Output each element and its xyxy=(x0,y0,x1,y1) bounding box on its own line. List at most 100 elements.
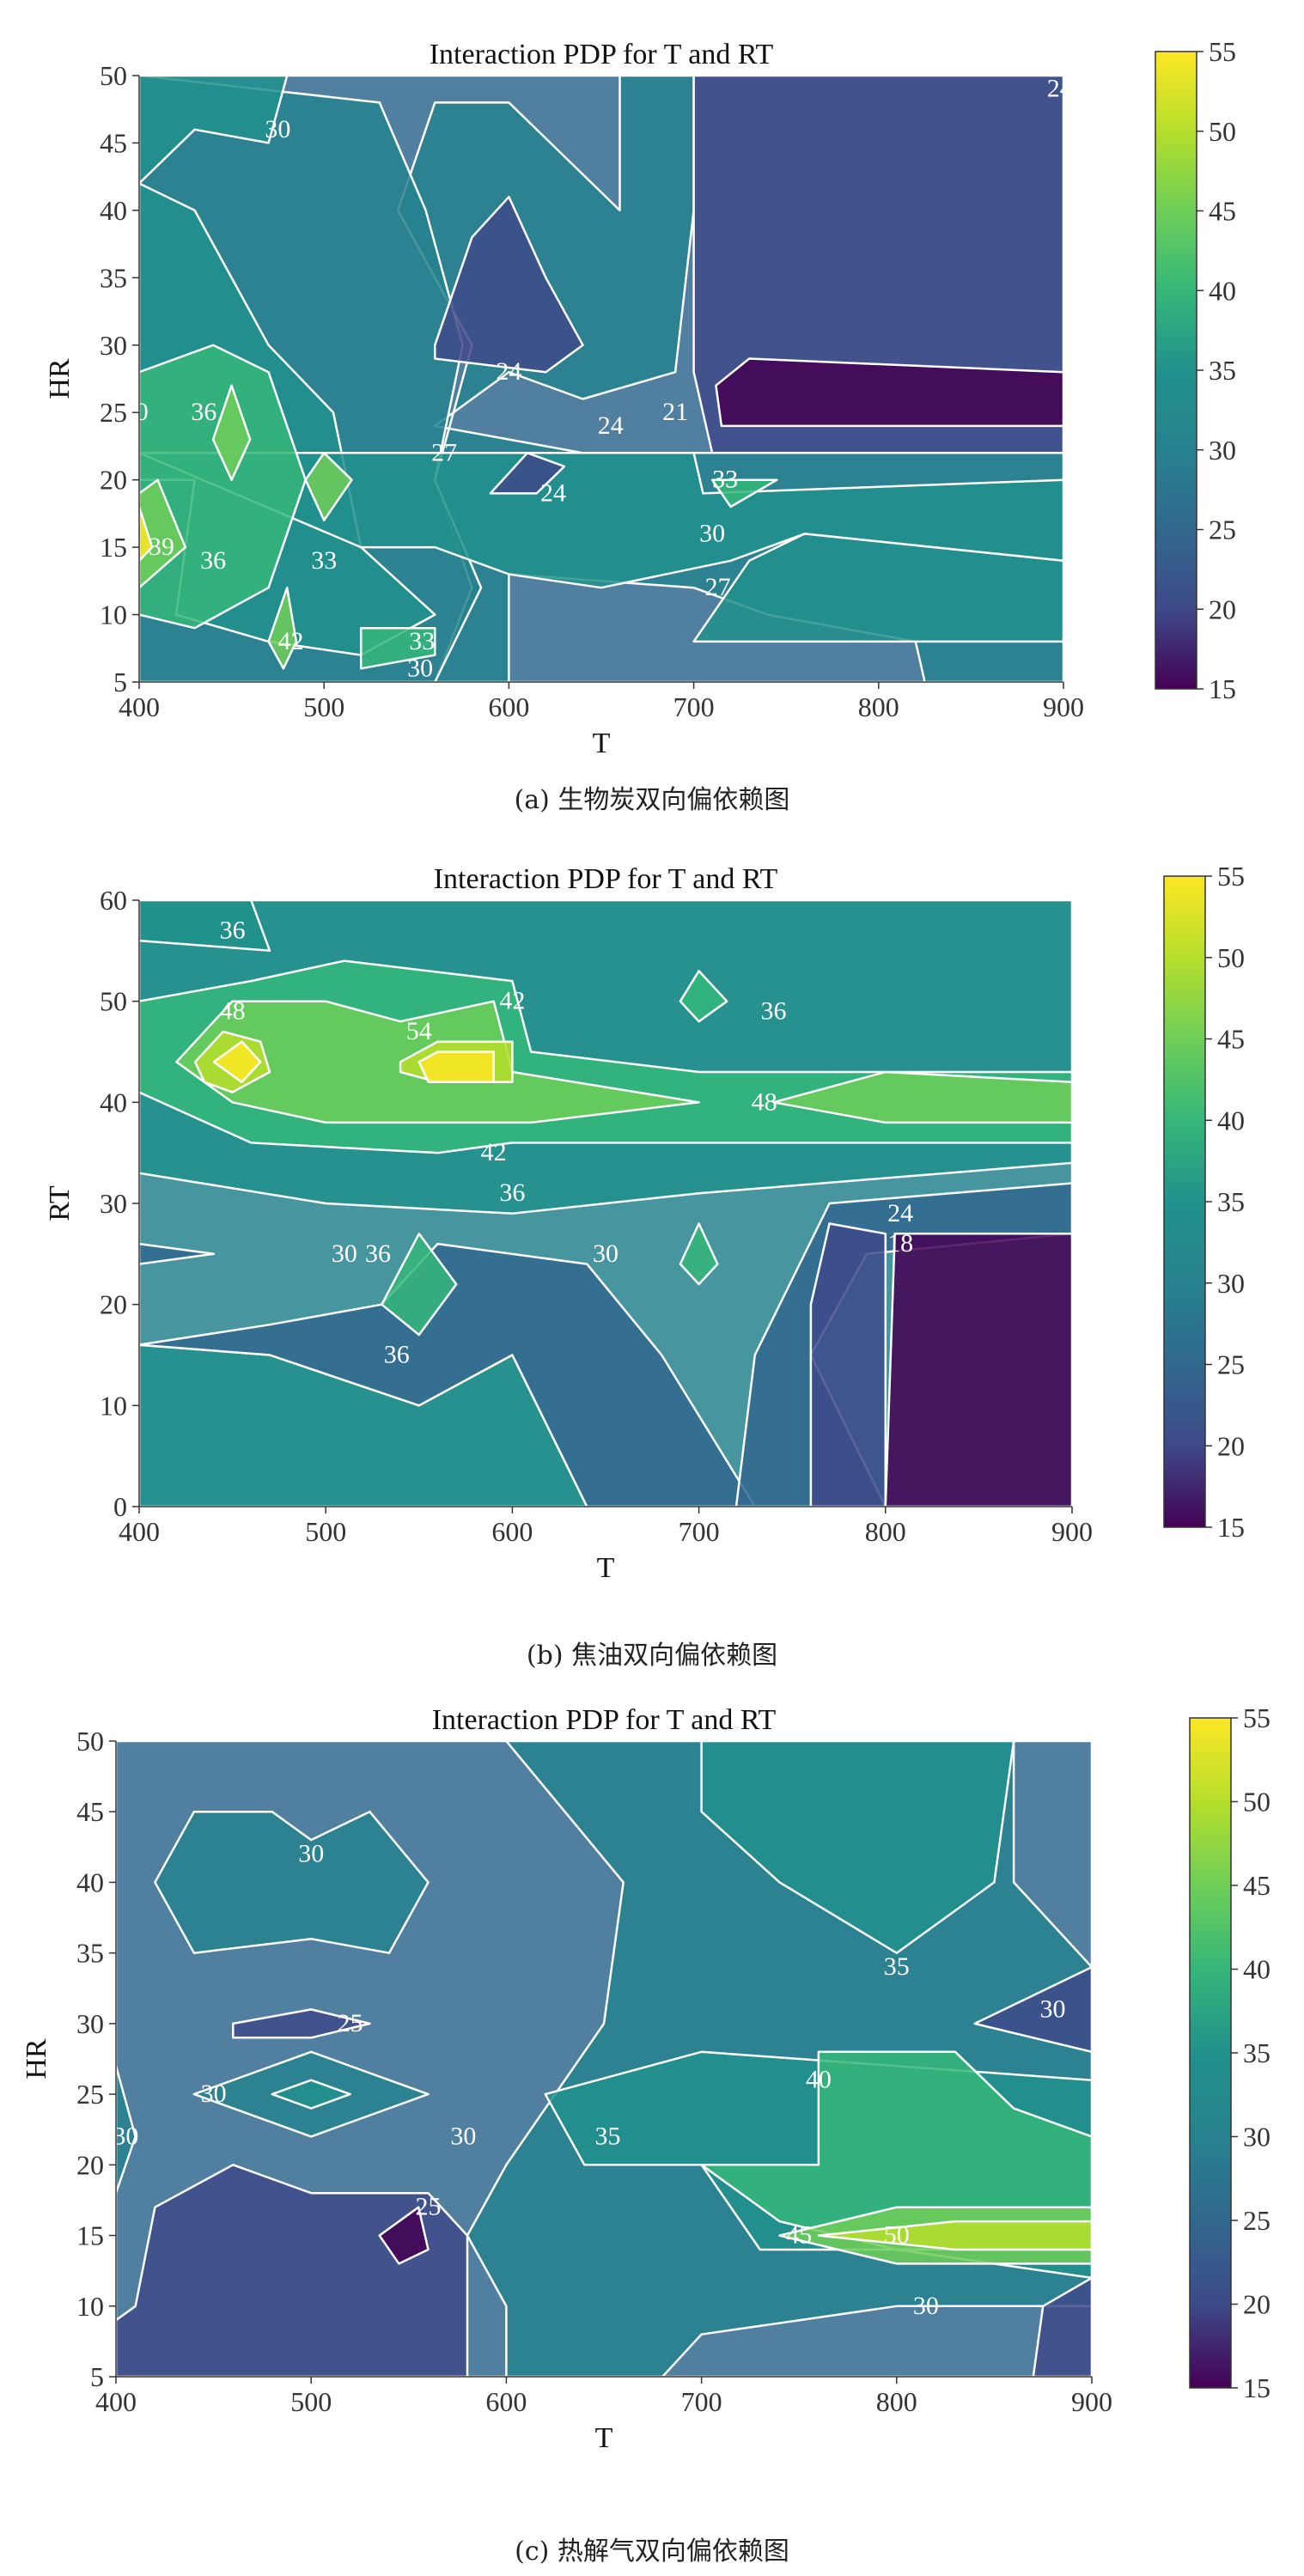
contour-region-55 xyxy=(212,1040,262,1084)
colorbar-tick-label: 30 xyxy=(1209,435,1236,466)
colorbar-tick-label: 50 xyxy=(1243,1787,1270,1818)
y-tick-label: 30 xyxy=(100,1188,127,1219)
contour-region-20 xyxy=(116,2164,469,2377)
contour-regions xyxy=(116,1741,1092,2377)
contour-label: 24 xyxy=(496,357,521,386)
y-tick-label: 35 xyxy=(100,262,127,293)
y-tick-label: 40 xyxy=(76,1867,104,1897)
contour-region-35 xyxy=(271,2079,351,2110)
y-tick-label: 30 xyxy=(76,2008,104,2039)
y-tick-label: 40 xyxy=(100,1087,127,1117)
x-tick-label: 500 xyxy=(290,2386,332,2417)
contour-region-35 xyxy=(139,900,271,953)
colorbar-tick-label: 35 xyxy=(1217,1186,1245,1217)
colorbar-tick-label: 40 xyxy=(1209,275,1236,306)
y-tick-label: 10 xyxy=(100,1390,127,1421)
x-tick-label: 800 xyxy=(858,691,899,722)
x-tick-label: 900 xyxy=(1071,2386,1112,2417)
contour-region-30 xyxy=(116,2064,137,2195)
contour-label: 30 xyxy=(1040,1994,1066,2023)
y-tick-label: 15 xyxy=(100,532,127,563)
x-axis-label: T xyxy=(595,2422,613,2454)
contour-regions xyxy=(139,76,1063,682)
x-tick-label: 800 xyxy=(876,2386,917,2417)
contour-regions xyxy=(139,900,1072,1507)
colorbar-tick-label: 20 xyxy=(1217,1430,1245,1461)
contour-label: 30 xyxy=(332,1239,357,1268)
contour-region-25 xyxy=(139,1242,757,1507)
chart-title: Interaction PDP for T and RT xyxy=(434,863,778,895)
colorbar-tick-label: 30 xyxy=(1243,2122,1270,2153)
contour-label: 30 xyxy=(113,2122,138,2150)
contour-label: 24 xyxy=(598,411,624,440)
y-tick-label: 25 xyxy=(100,397,127,428)
contour-region-45 xyxy=(267,586,298,670)
contour-region-35 xyxy=(700,1741,1015,1954)
colorbar xyxy=(1163,875,1206,1528)
x-tick-label: 900 xyxy=(1043,691,1084,722)
colorbar-tick-label: 25 xyxy=(1217,1349,1245,1380)
colorbar-tick-label: 55 xyxy=(1243,1705,1270,1733)
y-tick-label: 25 xyxy=(76,2079,104,2110)
panel-b: 36 48 54 42 36 48 42 36 30 36 30 24 18 36 Interaction … xyxy=(0,850,1304,1684)
x-tick-label: 900 xyxy=(1051,1516,1093,1547)
chart-title: Interaction PDP for T and RT xyxy=(430,39,774,70)
colorbar-tick-label: 55 xyxy=(1217,861,1245,892)
x-tick-label: 500 xyxy=(305,1516,346,1547)
contour-label: 24 xyxy=(887,1199,913,1227)
x-tick-label: 400 xyxy=(119,691,160,722)
contour-label: 36 xyxy=(220,916,246,944)
contour-region-40 xyxy=(710,478,778,509)
contour-label: 36 xyxy=(384,1341,410,1369)
contour-region-30 xyxy=(154,1810,430,1954)
contour-region-55 xyxy=(417,1050,495,1084)
contour-label: 36 xyxy=(499,1178,525,1207)
contour-label: 27 xyxy=(705,573,731,601)
colorbar xyxy=(1189,1717,1232,2389)
y-axis-label: RT xyxy=(44,1185,76,1221)
contour-label: 39 xyxy=(149,533,174,561)
y-tick-label: 20 xyxy=(76,2149,104,2180)
contour-label: 18 xyxy=(887,1229,913,1258)
contour-region-35 xyxy=(139,76,289,185)
contour-region-20 xyxy=(232,2008,371,2039)
colorbar-tick-label: 15 xyxy=(1243,2372,1270,2403)
colorbar xyxy=(1155,51,1197,690)
colorbar-tick-label: 20 xyxy=(1209,594,1236,624)
x-axis-label: T xyxy=(597,1552,615,1584)
contour-label: 36 xyxy=(760,996,786,1025)
contour-region-45 xyxy=(211,384,252,481)
contour-label: 33 xyxy=(712,466,738,494)
contour-region-15 xyxy=(715,357,1063,428)
contour-label: 27 xyxy=(431,438,457,466)
contour-label: 30 xyxy=(407,654,433,682)
contour-label: 42 xyxy=(499,987,525,1015)
contour-region-55 xyxy=(139,505,154,563)
y-tick-label: 0 xyxy=(113,1491,127,1522)
contour-region-45 xyxy=(772,1070,1072,1124)
contour-region-40 xyxy=(359,626,436,670)
contour-label: 33 xyxy=(409,627,435,655)
colorbar-tick-label: 15 xyxy=(1209,673,1236,704)
contour-label: 35 xyxy=(595,2122,621,2150)
caption-a: (a) 生物炭双向偏依赖图 xyxy=(514,785,790,815)
contour-label: 30 xyxy=(699,519,725,547)
y-axis-label: HR xyxy=(44,358,76,399)
contour-label: 42 xyxy=(481,1138,507,1166)
y-tick-label: 45 xyxy=(100,127,127,158)
colorbar-tick-label: 30 xyxy=(1217,1268,1245,1299)
contour-label: 25 xyxy=(338,2009,363,2037)
contour-region-40 xyxy=(381,1233,458,1337)
contour-region-50 xyxy=(817,2220,1092,2251)
contour-label: 40 xyxy=(806,2066,832,2094)
y-axis-label: HR xyxy=(21,2038,52,2080)
contour-label: 25 xyxy=(416,2193,442,2221)
contour-label: 21 xyxy=(662,398,688,426)
panel-c: 30 35 30 25 30 30 30 35 40 25 45 50 30 Interaction PD… xyxy=(0,1702,1304,2573)
contour-region-20 xyxy=(489,452,566,495)
contour-region-40 xyxy=(679,970,728,1023)
x-tick-label: 600 xyxy=(488,691,529,722)
contour-label: 35 xyxy=(884,1952,910,1981)
